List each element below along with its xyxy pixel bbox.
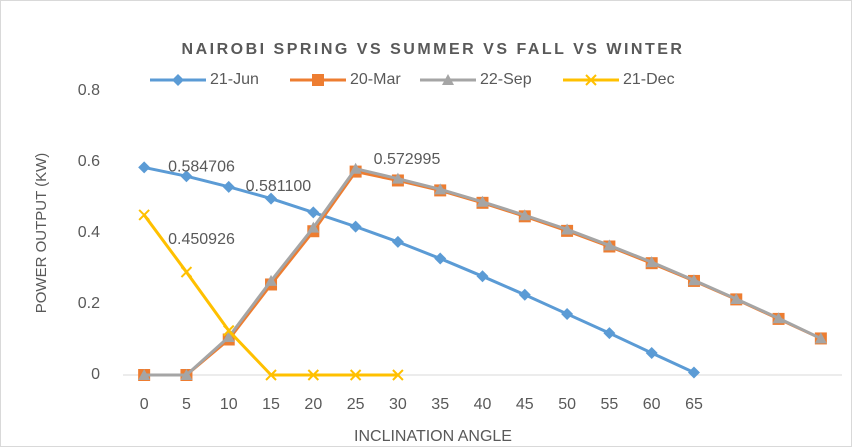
series: 0.584706	[138, 159, 700, 379]
series: 0.581100	[138, 162, 827, 380]
marker	[772, 312, 785, 324]
marker	[518, 209, 531, 221]
y-tick-label: 0.6	[78, 153, 100, 170]
marker	[645, 256, 658, 268]
x-tick-label: 15	[262, 396, 280, 413]
marker	[442, 74, 454, 85]
data-label: 0.572995	[374, 151, 441, 168]
x-tick-label: 65	[685, 396, 703, 413]
marker	[391, 172, 404, 184]
marker	[180, 266, 193, 278]
marker	[603, 239, 616, 251]
legend-label: 21-Jun	[210, 71, 259, 88]
marker	[730, 293, 743, 305]
series: 0.450926	[138, 209, 404, 381]
marker	[687, 366, 700, 379]
marker	[434, 183, 447, 195]
legend-label: 21-Dec	[623, 71, 675, 88]
marker	[307, 206, 320, 219]
marker	[518, 288, 531, 301]
marker	[307, 221, 320, 233]
marker	[434, 252, 447, 265]
y-tick-label: 0	[91, 366, 100, 383]
x-tick-label: 30	[389, 396, 407, 413]
data-label: 0.581100	[246, 178, 312, 195]
series-line	[143, 165, 695, 374]
marker	[645, 346, 658, 359]
x-tick-label: 50	[558, 396, 576, 413]
y-axis-label: POWER OUTPUT (KW)	[33, 153, 50, 314]
marker	[391, 235, 404, 248]
marker	[476, 195, 489, 207]
marker	[561, 307, 574, 320]
y-tick-label: 0.8	[78, 82, 100, 99]
marker	[138, 209, 150, 221]
marker	[180, 369, 193, 380]
x-tick-label: 55	[600, 396, 618, 413]
marker	[180, 170, 193, 183]
marker	[585, 74, 597, 86]
y-tick-label: 0.4	[78, 224, 100, 241]
x-tick-label: 10	[220, 396, 238, 413]
marker	[265, 369, 277, 381]
x-tick-label: 20	[304, 396, 322, 413]
marker	[687, 274, 700, 286]
marker	[138, 369, 151, 380]
marker	[222, 331, 235, 343]
marker	[349, 220, 362, 233]
marker	[814, 332, 827, 344]
x-tick-label: 25	[347, 396, 365, 413]
marker	[307, 369, 320, 381]
marker	[603, 327, 616, 340]
marker	[222, 180, 235, 193]
marker	[265, 192, 278, 205]
x-tick-label: 0	[140, 396, 149, 413]
x-tick-label: 40	[474, 396, 492, 413]
x-tick-label: 60	[643, 396, 661, 413]
marker	[265, 274, 278, 286]
marker	[392, 369, 404, 381]
legend-label: 20-Mar	[350, 71, 401, 88]
x-axis-label: INCLINATION ANGLE	[354, 428, 512, 445]
x-tick-label: 5	[182, 396, 191, 413]
marker	[223, 324, 235, 337]
data-label: 0.584706	[168, 159, 235, 176]
x-tick-label: 45	[516, 396, 534, 413]
marker	[349, 162, 362, 174]
marker	[138, 161, 151, 174]
data-label: 0.450926	[168, 231, 235, 248]
marker	[476, 270, 489, 283]
x-tick-label: 35	[431, 396, 449, 413]
chart-title: NAIROBI SPRING VS SUMMER VS FALL VS WINT…	[181, 41, 685, 58]
y-tick-label: 0.2	[78, 295, 100, 312]
marker	[349, 369, 362, 381]
marker	[312, 74, 324, 86]
marker	[561, 223, 574, 235]
legend-label: 22-Sep	[480, 71, 532, 88]
marker	[172, 74, 184, 86]
